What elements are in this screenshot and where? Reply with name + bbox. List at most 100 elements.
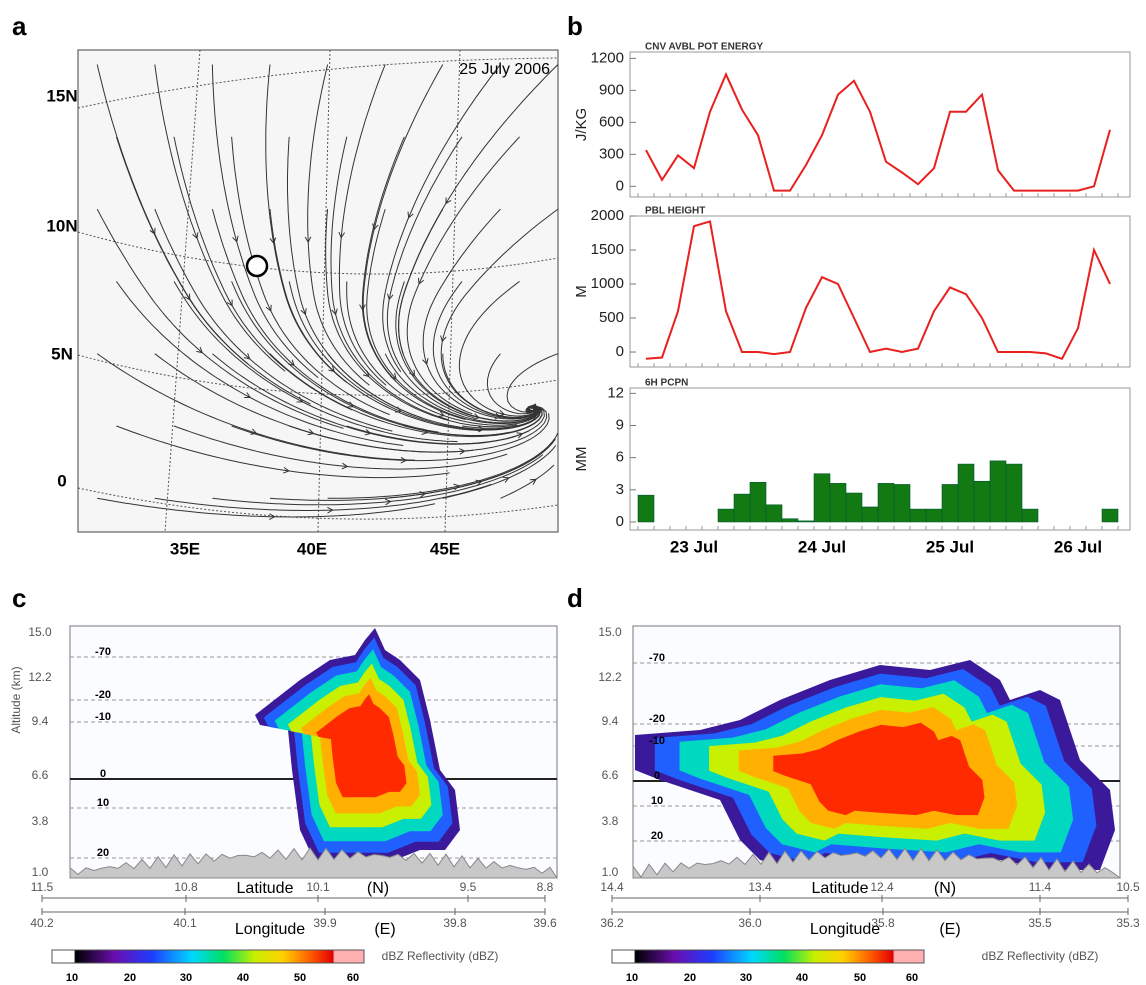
chart-title: 6H PCPN bbox=[645, 378, 688, 389]
lat-tick-label: 8.8 bbox=[537, 880, 554, 894]
y-tick-label: 1.0 bbox=[32, 865, 49, 879]
stream-arrow bbox=[296, 396, 304, 403]
terrain bbox=[632, 847, 1122, 879]
bar bbox=[829, 483, 847, 523]
lat-tick-label: 9.5 bbox=[460, 880, 477, 894]
isotherm-label: -20 bbox=[95, 689, 111, 701]
line bbox=[645, 220, 1111, 361]
lon-label: Longitude bbox=[235, 921, 305, 938]
graticule bbox=[77, 49, 559, 533]
lon-label: 35E bbox=[170, 539, 200, 558]
streamline bbox=[96, 353, 415, 461]
colorbar-tick-label: 40 bbox=[237, 972, 249, 984]
stream-arrow bbox=[498, 409, 506, 417]
stream-arrow bbox=[362, 370, 370, 378]
lat-label: 15N bbox=[46, 86, 77, 105]
colorbar-tick-label: 50 bbox=[854, 972, 866, 984]
y-tick-label: 3.8 bbox=[32, 814, 49, 828]
colorbar-tick-label: 60 bbox=[347, 972, 359, 984]
stream-arrow bbox=[341, 462, 349, 470]
stream-arrow bbox=[494, 412, 502, 420]
streamline bbox=[211, 208, 439, 433]
y-tick-label: 1000 bbox=[591, 275, 624, 292]
streamline bbox=[366, 208, 540, 424]
lat-unit: (N) bbox=[367, 880, 389, 897]
x-tick-label: 23 Jul bbox=[670, 537, 718, 556]
streamline bbox=[154, 483, 492, 511]
stream-arrow bbox=[440, 335, 447, 343]
stream-arrow bbox=[347, 401, 355, 408]
colorbar-tick-label: 20 bbox=[124, 972, 136, 984]
streamline bbox=[442, 445, 557, 499]
y-tick-label: 0 bbox=[616, 343, 624, 360]
lat-tick-label: 14.4 bbox=[600, 880, 624, 894]
colorbar-tick-label: 40 bbox=[796, 972, 808, 984]
y-tick-label: 0 bbox=[616, 513, 624, 530]
stream-arrow bbox=[478, 425, 485, 433]
colorbar-tick-label: 50 bbox=[294, 972, 306, 984]
map-frame bbox=[77, 49, 559, 533]
colorbar-tick-label: 30 bbox=[740, 972, 752, 984]
bar bbox=[989, 460, 1007, 523]
y-axis-label: Altitude (km) bbox=[9, 666, 23, 733]
streamline bbox=[330, 136, 449, 421]
bar bbox=[765, 504, 783, 523]
bar bbox=[797, 520, 815, 523]
bar bbox=[941, 484, 959, 523]
x-tick-label: 24 Jul bbox=[798, 537, 846, 556]
reflectivity-area bbox=[773, 722, 985, 816]
lon-label: 40E bbox=[297, 539, 327, 558]
panel-label: d bbox=[567, 583, 583, 613]
streamline bbox=[307, 64, 370, 386]
stream-arrow bbox=[445, 197, 452, 205]
y-tick-label: 9.4 bbox=[32, 714, 49, 728]
panel-label: a bbox=[12, 11, 27, 41]
y-tick-label: 1.0 bbox=[602, 865, 619, 879]
lon-tick-label: 36.0 bbox=[738, 916, 762, 930]
lon-label: 45E bbox=[430, 539, 460, 558]
stream-arrow bbox=[304, 236, 312, 244]
y-tick-label: 3 bbox=[616, 481, 624, 498]
isotherm-label: 10 bbox=[651, 795, 663, 807]
plot-frame bbox=[629, 51, 1131, 198]
stream-arrow bbox=[516, 432, 524, 439]
streamline bbox=[386, 136, 475, 419]
bar bbox=[1021, 508, 1039, 523]
streamline bbox=[338, 64, 387, 386]
y-tick-label: 9 bbox=[616, 416, 624, 433]
y-tick-label: 12.2 bbox=[28, 670, 52, 684]
y-tick-label: 0 bbox=[616, 177, 624, 194]
lon-unit: (E) bbox=[374, 921, 395, 938]
bar bbox=[733, 493, 751, 523]
stream-arrow bbox=[184, 293, 191, 301]
streamline bbox=[406, 136, 520, 415]
lat-tick-label: 11.4 bbox=[1029, 880, 1052, 894]
lon-tick-label: 35.3 bbox=[1116, 916, 1140, 930]
stream-arrow bbox=[400, 456, 408, 464]
streamline bbox=[327, 432, 559, 499]
bar bbox=[717, 508, 735, 523]
stream-arrow bbox=[283, 466, 290, 474]
y-axis-label: MM bbox=[573, 447, 590, 472]
y-tick-label: 6.6 bbox=[32, 768, 49, 782]
stream-arrow bbox=[437, 410, 445, 418]
stream-arrow bbox=[244, 392, 252, 399]
stream-arrow bbox=[364, 429, 372, 436]
lat-label: 0 bbox=[57, 471, 66, 490]
streamline bbox=[211, 64, 319, 378]
y-axis-label: M bbox=[573, 285, 590, 298]
streamline bbox=[154, 208, 393, 432]
lat-tick-label: 11.5 bbox=[31, 880, 54, 894]
colorbar-tick-label: 10 bbox=[626, 972, 638, 984]
stream-arrow bbox=[372, 223, 379, 231]
streamline bbox=[325, 209, 518, 428]
lat-label: Latitude bbox=[812, 880, 869, 897]
isotherm-label: -10 bbox=[649, 735, 665, 747]
streamline bbox=[212, 454, 544, 506]
streamline bbox=[506, 353, 559, 413]
colorbar-label: dBZ Reflectivity (dBZ) bbox=[982, 949, 1099, 963]
streamline bbox=[97, 497, 436, 518]
streamline bbox=[231, 413, 550, 462]
bar bbox=[909, 508, 927, 523]
stream-arrow bbox=[232, 235, 239, 243]
